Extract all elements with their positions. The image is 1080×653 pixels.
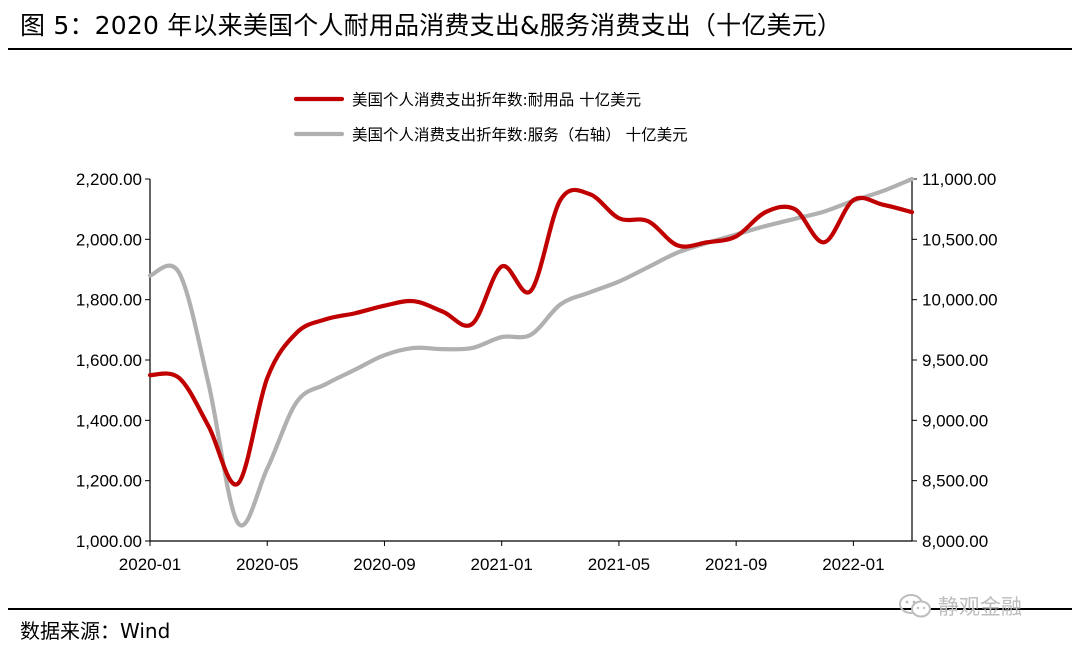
plot-area [147,176,915,528]
right-tick-label: 9,500.00 [922,351,988,370]
figure-title: 图 5：2020 年以来美国个人耐用品消费支出&服务消费支出（十亿美元） [20,11,843,40]
chart-axes: 1,000.00 1,200.00 1,400.00 1,600.00 1,800.00… [76,170,998,574]
x-tick-label: 2022-01 [822,555,884,574]
wechat-icon [899,594,931,618]
right-tick-label: 8,500.00 [922,472,988,491]
left-tick-label: 1,400.00 [76,411,142,430]
watermark-text: 静观金融 [938,595,1022,619]
watermark: 静观金融 [898,588,1022,624]
x-tick-label: 2021-01 [470,555,532,574]
x-tick-label: 2020-09 [353,555,415,574]
left-tick-label: 1,000.00 [76,532,142,551]
series-line-services [147,176,915,528]
left-tick-label: 1,200.00 [76,472,142,491]
right-tick-label: 10,000.00 [922,291,998,310]
left-tick-label: 1,600.00 [76,351,142,370]
legend-label-durables: 美国个人消费支出折年数:耐用品 十亿美元 [352,91,641,109]
left-tick-label: 1,800.00 [76,291,142,310]
x-tick-label: 2020-05 [236,555,298,574]
left-tick-label: 2,000.00 [76,230,142,249]
x-tick-label: 2020-01 [119,555,181,574]
footer-divider [8,608,1072,610]
title-divider [8,48,1072,50]
right-tick-label: 11,000.00 [922,170,996,189]
right-tick-label: 8,000.00 [922,532,988,551]
right-tick-label: 9,000.00 [922,411,988,430]
source-note: 数据来源：Wind [20,619,171,643]
right-tick-label: 10,500.00 [922,230,998,249]
left-tick-label: 2,200.00 [76,170,142,189]
x-tick-label: 2021-09 [705,555,767,574]
x-tick-label: 2021-05 [588,555,650,574]
series-line-durables [147,187,915,487]
legend-label-services: 美国个人消费支出折年数:服务（右轴） 十亿美元 [352,126,688,144]
